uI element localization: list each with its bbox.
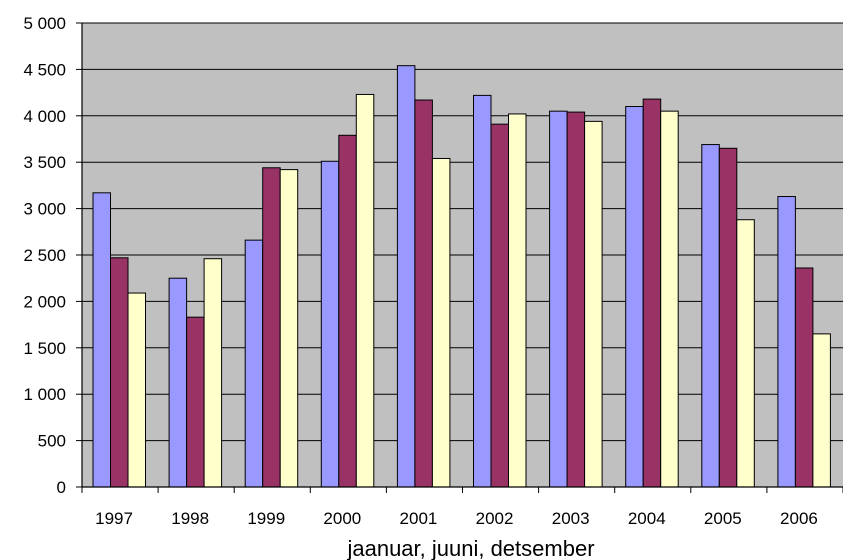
y-tick-label: 1 500 [23,339,66,358]
bar-2002-series-3 [508,113,527,488]
x-axis: 1997 1998 1999 2000 2001 2002 2003 2004 2005 2006 [81,486,843,528]
y-axis: 0 500 1 000 1 500 2 000 2 500 3 000 3 500 4 000 4… [23,14,83,497]
bar-2004-series-2 [642,98,662,488]
bar-2000-series-1 [320,160,340,488]
bar-2001-series-3 [431,157,451,488]
bar-1999-series-3 [279,169,299,488]
bar-2006-series-3 [812,333,831,488]
x-tick-label-1999: 1999 [247,509,285,528]
x-tick-label-2006: 2006 [780,509,818,528]
x-tick-label-2004: 2004 [628,509,666,528]
bar-1999-series-2 [262,167,281,488]
bar-2000-series-2 [338,134,357,488]
x-tick-label-2003: 2003 [552,509,590,528]
bar-1998-series-1 [168,277,188,488]
bar-2005-series-3 [736,219,755,488]
bar-2001-series-2 [414,99,433,488]
bar-2003-series-3 [584,120,603,488]
bar-2004-series-1 [625,106,644,488]
y-tick-label: 3 000 [23,200,66,219]
x-tick-label-2000: 2000 [323,509,361,528]
x-axis-title: jaanuar, juuni, detsember [346,536,594,560]
x-tick-label-2001: 2001 [400,509,438,528]
bar-2005-series-2 [718,147,738,488]
y-tick-label: 3 500 [23,153,66,172]
bars [92,65,831,488]
bar-2002-series-2 [490,123,509,488]
y-tick-label: 2 000 [23,292,66,311]
bar-1997-series-3 [127,292,146,488]
y-tick-label: 1 000 [23,385,66,404]
bar-2003-series-1 [549,110,568,488]
x-tick-label-2005: 2005 [704,509,742,528]
bar-2004-series-3 [660,110,679,488]
y-tick-label: 500 [38,432,66,451]
y-tick-label: 5 000 [23,14,66,33]
bar-2001-series-1 [396,65,416,488]
x-tick-label-1998: 1998 [171,509,209,528]
bar-2002-series-1 [473,94,492,488]
bar-2006-series-2 [794,267,814,488]
bar-2000-series-3 [355,93,375,488]
y-tick-label: 4 000 [23,107,66,126]
y-tick-label: 0 [57,478,66,497]
bar-1998-series-2 [186,316,205,488]
bar-1997-series-2 [110,257,129,488]
y-tick-label: 4 500 [23,60,66,79]
bar-1998-series-3 [203,258,223,488]
y-tick-label: 2 500 [23,246,66,265]
bar-2006-series-1 [777,196,796,488]
x-tick-label-1997: 1997 [95,509,133,528]
bar-2003-series-2 [566,111,586,488]
bar-1999-series-1 [244,239,264,488]
bar-1997-series-1 [92,192,111,488]
bar-2005-series-1 [701,144,720,488]
x-tick-label-2002: 2002 [476,509,514,528]
